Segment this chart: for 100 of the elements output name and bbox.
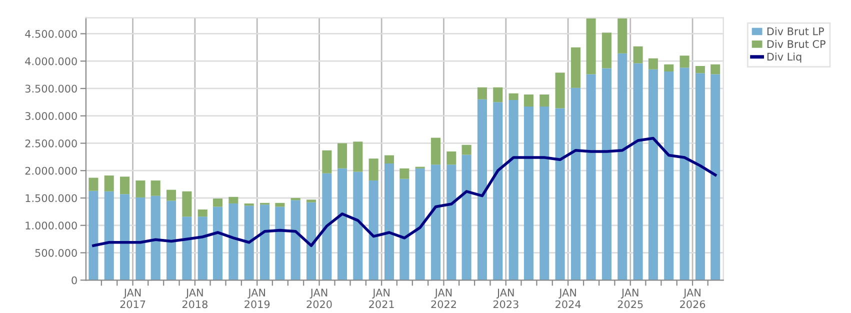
- bar: [430, 138, 440, 165]
- bar: [602, 68, 612, 280]
- y-tick-label: 2.500.000: [25, 139, 77, 148]
- bar: [493, 87, 503, 102]
- bar: [212, 198, 223, 207]
- bar: [166, 190, 176, 201]
- bar: [244, 206, 254, 280]
- bar: [104, 191, 114, 280]
- bar: [136, 197, 146, 280]
- bar: [570, 88, 580, 280]
- bar: [337, 143, 348, 168]
- bar: [150, 180, 160, 196]
- bar: [415, 168, 425, 280]
- bar: [446, 151, 456, 165]
- bar: [150, 196, 160, 280]
- bar: [182, 191, 192, 217]
- legend-label: Div Brut CP: [767, 40, 826, 48]
- bar: [648, 69, 658, 280]
- x-tick-label: JAN 2022: [431, 288, 456, 308]
- bar: [400, 168, 410, 179]
- bar: [400, 178, 410, 280]
- bar: [508, 100, 518, 280]
- y-tick-label: 4.000.000: [25, 57, 77, 66]
- x-tick-label: JAN 2019: [244, 288, 270, 308]
- y-tick-label: 500.000: [35, 248, 77, 257]
- bar: [88, 190, 98, 280]
- bar: [540, 94, 550, 107]
- bar: [306, 200, 316, 202]
- x-tick-label: JAN 2017: [120, 288, 146, 308]
- bar: [570, 47, 580, 88]
- bar: [166, 200, 176, 280]
- bar: [290, 200, 300, 280]
- bar: [120, 176, 130, 194]
- bar: [430, 164, 440, 280]
- bar: [555, 108, 565, 280]
- x-tick-label: JAN 2023: [493, 288, 518, 308]
- bar: [664, 72, 674, 280]
- bar: [695, 66, 705, 74]
- bar: [384, 164, 394, 280]
- bar: [104, 176, 114, 192]
- bar: [368, 180, 378, 280]
- bar: [198, 209, 208, 217]
- bar: [337, 168, 348, 280]
- bar: [524, 94, 534, 107]
- bar: [618, 18, 628, 54]
- bar: [228, 203, 238, 280]
- bar: [633, 63, 643, 280]
- bar: [353, 142, 363, 172]
- y-tick-label: 1.500.000: [26, 194, 77, 202]
- bar: [710, 64, 720, 74]
- bar: [477, 99, 487, 280]
- bar: [260, 204, 270, 280]
- y-tick-label: 2.000.000: [25, 166, 77, 175]
- bar: [353, 172, 363, 280]
- bar: [322, 173, 332, 280]
- bar: [586, 74, 596, 280]
- bar: [462, 144, 472, 155]
- bar: [508, 93, 518, 100]
- bar: [586, 18, 596, 74]
- bar: [602, 32, 612, 68]
- bar: [198, 216, 208, 280]
- bar: [680, 56, 690, 68]
- bar: [136, 180, 146, 198]
- bar: [244, 203, 254, 206]
- bar: [680, 68, 690, 280]
- bar: [322, 150, 332, 174]
- bar: [555, 72, 565, 108]
- bar: [540, 106, 550, 280]
- bar: [618, 53, 628, 280]
- y-tick-label: 3.000.000: [25, 112, 77, 120]
- bar: [695, 73, 705, 280]
- bar: [664, 64, 674, 72]
- bar: [633, 46, 643, 64]
- bar: [462, 154, 472, 280]
- bar: [384, 155, 394, 164]
- bar: [648, 58, 658, 70]
- bar: [212, 206, 223, 280]
- y-tick-label: 0: [72, 276, 77, 284]
- y-tick-label: 3.500.000: [25, 84, 77, 93]
- x-tick-label: JAN 2025: [618, 288, 643, 308]
- line-series: [92, 136, 717, 248]
- bar: [710, 74, 720, 280]
- x-tick-label: JAN 2020: [306, 288, 332, 308]
- bar: [275, 206, 285, 280]
- bar: [446, 164, 456, 280]
- bar: [88, 178, 98, 191]
- legend-label: Div Liq: [767, 52, 802, 63]
- x-tick-label: JAN 2024: [556, 288, 581, 308]
- bar: [120, 194, 130, 280]
- x-tick-label: JAN 2026: [680, 288, 706, 308]
- x-tick-label: JAN 2018: [182, 288, 208, 308]
- x-tick-label: JAN 2021: [369, 288, 394, 308]
- bar: [275, 202, 285, 207]
- bar: [477, 87, 487, 100]
- bar: [524, 106, 534, 280]
- bar: [182, 216, 192, 280]
- legend-label: Div Brut LP: [767, 27, 824, 36]
- bar: [493, 102, 503, 280]
- y-tick-label: 1.000.000: [26, 222, 77, 230]
- bar: [290, 198, 300, 200]
